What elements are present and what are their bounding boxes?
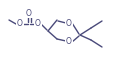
Text: O: O	[17, 20, 23, 28]
Text: O: O	[66, 19, 72, 28]
Text: O: O	[35, 20, 41, 28]
Text: O: O	[26, 8, 32, 17]
Text: O: O	[66, 38, 72, 46]
